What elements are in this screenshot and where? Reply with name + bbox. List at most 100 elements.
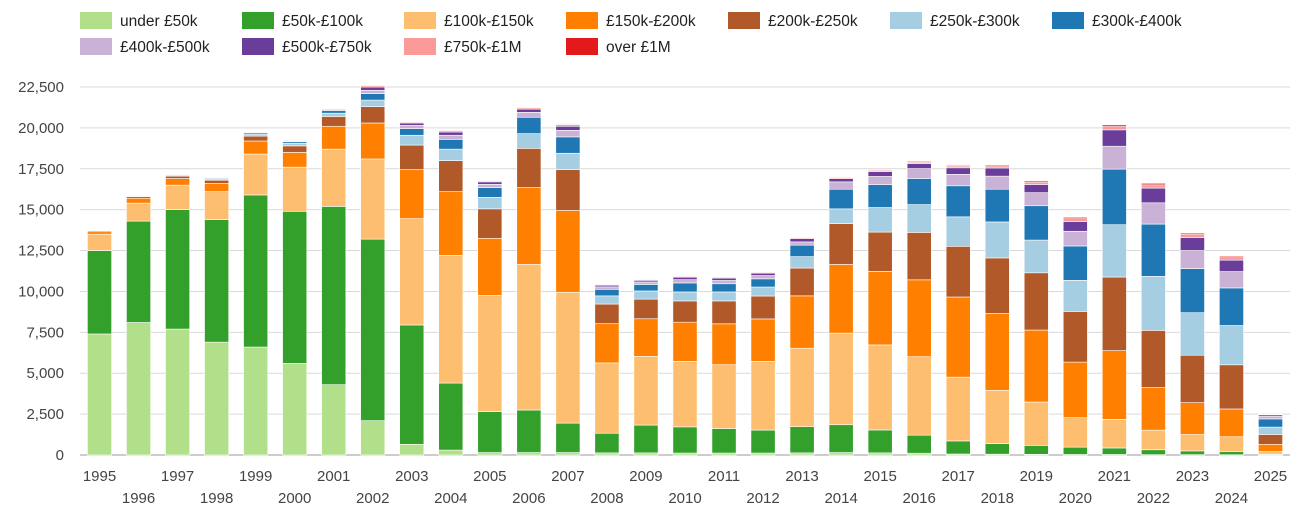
bar-segment [672,279,698,284]
legend-item[interactable]: £300k-£400k [1052,12,1182,30]
bar-segment [1062,311,1088,363]
bar-segment [1023,401,1049,446]
bar-segment [1219,256,1244,258]
bar-segment [867,207,893,233]
bar-segment [1101,224,1127,278]
bar-segment [282,211,308,364]
legend-item[interactable]: £150k-£200k [566,12,696,30]
bar-segment [1180,232,1205,235]
bar-segment [321,384,347,456]
bar-segment [633,298,659,320]
bar-segment [906,434,932,454]
bar-segment [477,184,503,188]
bar-segment [711,364,737,429]
bar-segment [204,183,230,192]
bar-stack [438,129,464,456]
x-tick-label: 2014 [824,490,857,507]
bar-segment [828,264,854,334]
bar-segment [555,125,581,131]
bar-segment [438,191,464,256]
bar-stack [87,229,112,456]
bar-segment [828,424,854,453]
bar-segment [1140,202,1166,225]
legend-item[interactable]: £750k-£1M [404,38,522,56]
y-tick-label: 0 [56,447,64,464]
bar-segment [1062,230,1088,247]
bar-segment [477,411,503,453]
bar-segment [1140,429,1166,451]
bar-segment [1180,250,1205,269]
bar-segment [906,178,932,205]
bar-segment [477,187,503,198]
bar-segment [399,144,425,170]
legend-item[interactable]: £500k-£750k [242,38,372,56]
bar-segment [204,341,230,456]
bar-segment [126,220,151,323]
legend-item[interactable]: over £1M [566,38,671,56]
bar-segment [750,275,776,280]
legend-label: over £1M [606,39,671,56]
bar-segment [204,179,230,184]
bar-segment [360,86,386,91]
x-tick-label: 2006 [512,490,545,507]
legend-item[interactable]: under £50k [80,12,198,30]
legend-item[interactable]: £50k-£100k [242,12,363,30]
bar-segment [399,444,425,456]
legend-label: under £50k [120,13,198,30]
bar-segment [672,300,698,323]
bar-segment [1062,217,1088,219]
bar-stack [633,279,659,456]
legend-label: £400k-£500k [120,39,210,56]
bar-segment [321,148,347,207]
bar-stack [165,173,190,456]
bar-segment [633,318,659,357]
bar-segment [282,363,308,456]
bar-segment [594,452,620,456]
bar-segment [984,443,1010,455]
bar-segment [516,106,542,109]
bar-segment [555,123,581,125]
bar-segment [750,361,776,431]
bar-segment [594,303,620,324]
legend-item[interactable]: £250k-£300k [890,12,1020,30]
legend-item[interactable]: £400k-£500k [80,38,210,56]
x-tick-label: 2019 [1020,468,1053,485]
bar-segment [1219,364,1244,410]
bar-stack [516,106,542,456]
legend-item[interactable]: £100k-£150k [404,12,534,30]
bar-segment [750,278,776,288]
bar-segment [438,129,464,131]
bar-segment [1140,187,1166,204]
legend-item[interactable]: £200k-£250k [728,12,858,30]
bar-segment [282,145,308,153]
x-tick-label: 2009 [629,468,662,485]
bar-segment [243,346,269,456]
bar-segment [867,169,893,171]
bar-segment [1023,205,1049,241]
legend-swatch [404,12,436,29]
bar-stack [750,271,776,456]
bar-segment [789,295,815,349]
y-tick-label: 2,500 [26,406,64,423]
bar-segment [1140,276,1166,331]
y-tick-label: 12,500 [18,243,64,260]
bar-stack [789,236,815,456]
bar-segment [360,420,386,456]
bar-segment [321,116,347,127]
bar-segment [516,133,542,149]
bar-segment [360,99,386,107]
bar-stack [906,161,932,456]
bar-segment [750,272,776,276]
bar-stack [1258,413,1283,456]
bar-segment [1101,276,1127,351]
bar-segment [360,106,386,124]
bar-segment [87,333,112,456]
bar-segment [906,232,932,281]
x-tick-label: 2002 [356,490,389,507]
y-tick-label: 15,000 [18,202,64,219]
x-tick-label: 2012 [746,490,779,507]
bars [87,84,1283,456]
bar-segment [321,206,347,385]
bar-segment [633,284,659,292]
bar-segment [945,167,971,175]
